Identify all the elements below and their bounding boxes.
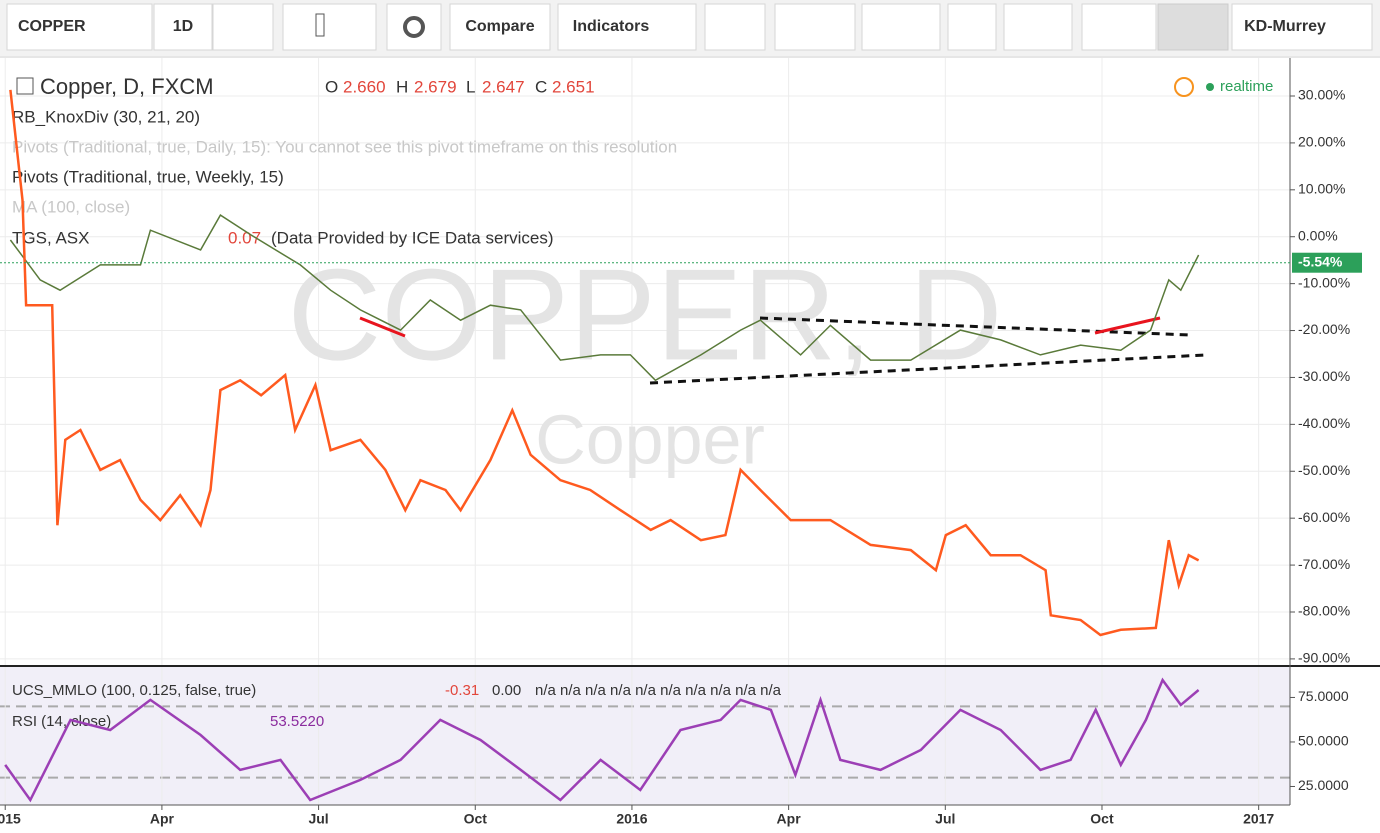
ucs-na: n/a n/a n/a n/a n/a n/a n/a n/a n/a n/a [535,682,782,699]
x-tick-label: Apr [150,811,175,827]
last-value-box [1292,252,1362,273]
last-value-label: -5.54% [1298,253,1343,269]
collapse-icon[interactable] [16,77,34,95]
y-tick-label: -80.00% [1298,603,1350,619]
x-tick-label: Jul [935,811,955,827]
y-tick-label: 30.00% [1298,87,1345,103]
rsi-legend: RSI (14, close) [12,713,111,730]
x-tick-label: Oct [464,811,488,827]
ucs-legend: UCS_MMLO (100, 0.125, false, true) [12,682,256,699]
alert-button[interactable] [704,3,766,51]
divergence-line [1094,316,1161,335]
x-tick-label: 2016 [616,811,647,827]
study: RB_KnoxDiv (30, 21, 20) [12,107,200,126]
realtime-dot [1206,83,1214,91]
y-tick-label: -10.00% [1298,274,1350,290]
low: 2.647 [482,77,525,96]
y-tick-label: -20.00% [1298,321,1350,337]
rsi-value: 53.5220 [270,713,324,730]
y-tick-label: -50.00% [1298,462,1350,478]
compare-symbol: TGS, ASX [12,228,89,247]
fullscreen-button[interactable] [947,3,997,51]
x-tick-label: Jul [308,811,328,827]
watermark-sub: Copper [535,400,765,478]
x-tick-label: 2017 [1243,811,1274,827]
study: Pivots (Traditional, true, Weekly, 15) [12,167,284,186]
interval-button[interactable] [153,3,213,51]
y-tick-label: -70.00% [1298,556,1350,572]
undo-redo[interactable] [861,3,941,51]
study: MA (100, close) [12,197,130,216]
divergence-line [359,316,406,338]
legend-main: Copper, D, FXCM [40,74,214,99]
ucs-value: 0.00 [492,682,521,699]
candle-icon [315,13,325,37]
compare-value: 0.07 [228,228,261,247]
trend-line [649,353,1206,385]
settings-button[interactable] [386,3,442,51]
y-tick-label: -60.00% [1298,509,1350,525]
l-label: L [466,77,475,96]
gear-icon [403,16,425,38]
watermark: COPPER, D [287,241,1002,387]
h-label: H [396,77,408,96]
interval-menu[interactable] [212,3,274,51]
close: 2.651 [552,77,595,96]
open: 2.660 [343,77,386,96]
compare-note: (Data Provided by ICE Data services) [271,228,554,247]
indicators-button[interactable] [557,3,697,51]
compare-button[interactable] [449,3,551,51]
y-tick-label: -30.00% [1298,368,1350,384]
realtime: realtime [1220,78,1273,95]
symbol: COPPER [18,18,86,35]
compare: Compare [465,18,534,35]
layout-button[interactable] [1231,3,1373,51]
y-tick-label: 0.00% [1298,227,1338,243]
load-button[interactable] [1081,3,1157,51]
y-tick-label: 75.0000 [1298,688,1349,704]
x-tick-label: Apr [777,811,802,827]
series-line [4,677,1200,803]
warning-icon[interactable] [1174,77,1194,97]
save-button[interactable] [1157,3,1229,51]
layout: KD-Murrey [1244,18,1326,35]
study: Pivots (Traditional, true, Daily, 15): Y… [12,137,677,156]
interval: 1D [173,18,193,35]
y-tick-label: 10.00% [1298,181,1345,197]
indicators: Indicators [573,18,650,35]
x-tick-label: 2015 [0,811,21,827]
trend-line [759,316,1191,337]
ucs-value: -0.31 [445,682,479,699]
y-tick-label: -90.00% [1298,650,1350,666]
snapshot-button[interactable] [1003,3,1073,51]
y-tick-label: 50.0000 [1298,733,1349,749]
series-line [9,89,1200,637]
high: 2.679 [414,77,457,96]
y-tick-label: -40.00% [1298,415,1350,431]
x-tick-label: Oct [1090,811,1114,827]
symbol-box[interactable] [6,3,153,51]
ideas-button[interactable] [774,3,856,51]
c-label: C [535,77,547,96]
y-tick-label: 25.0000 [1298,777,1349,793]
series-line [9,214,1200,382]
y-tick-label: 20.00% [1298,134,1345,150]
chart-style[interactable] [282,3,377,51]
o-label: O [325,77,338,96]
